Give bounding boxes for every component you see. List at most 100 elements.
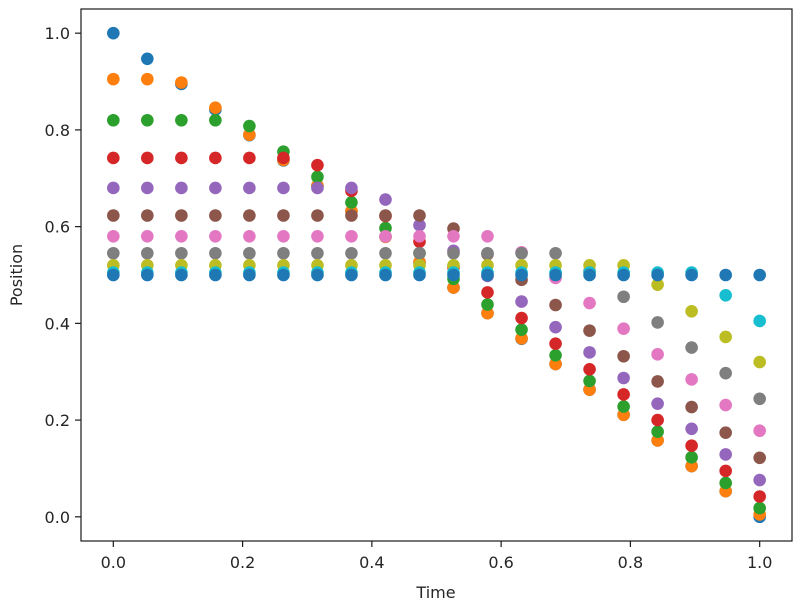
data-point-s7-5	[277, 246, 290, 260]
data-point-s6-8	[379, 230, 392, 243]
data-point-s0-1	[141, 52, 154, 66]
data-point-s4-13	[549, 320, 562, 334]
data-point-s7-3	[209, 246, 222, 260]
data-point-s4-4	[243, 181, 256, 195]
data-point-s3-14	[583, 363, 596, 376]
data-point-s5-8	[379, 209, 392, 222]
data-point-s7-18	[719, 366, 732, 380]
data-point-s2-16	[651, 425, 664, 439]
data-point-s1-3	[209, 101, 222, 114]
y-axis-label: Position	[7, 244, 26, 306]
data-point-s5-14	[583, 324, 596, 337]
data-point-s10-10	[447, 268, 460, 282]
data-point-s3-4	[243, 151, 256, 165]
data-point-s10-17	[685, 268, 698, 282]
data-point-s10-7	[345, 268, 358, 282]
data-point-s10-5	[277, 268, 290, 282]
data-point-s2-13	[549, 348, 562, 362]
x-axis-label: Time	[415, 583, 455, 602]
data-point-s5-9	[413, 209, 426, 222]
data-point-s1-10	[447, 281, 460, 294]
data-point-s4-18	[719, 448, 732, 461]
data-point-s6-1	[141, 230, 154, 243]
data-point-s7-11	[481, 246, 494, 260]
data-point-s10-13	[549, 268, 562, 282]
data-point-s1-17	[685, 459, 698, 473]
x-tick-label: 0.2	[230, 553, 255, 572]
data-point-s7-9	[413, 246, 426, 260]
data-point-s6-18	[719, 398, 732, 412]
data-point-s5-1	[141, 209, 154, 222]
data-point-s5-19	[753, 451, 766, 465]
data-point-s3-12	[515, 311, 528, 325]
data-point-s1-1	[141, 72, 154, 86]
data-point-s6-17	[685, 373, 698, 386]
data-point-s4-12	[515, 295, 528, 308]
y-axis-ticks: 0.0 0.2 0.4 0.6 0.8 1.0	[45, 24, 81, 527]
data-point-s3-15	[617, 388, 630, 401]
data-point-s3-19	[753, 490, 766, 503]
data-point-s7-16	[651, 316, 664, 329]
data-point-s5-4	[243, 209, 256, 222]
data-point-s6-2	[175, 230, 188, 243]
data-point-s1-11	[481, 306, 494, 320]
data-point-s6-5	[277, 230, 290, 243]
data-point-s4-19	[753, 473, 766, 487]
data-point-s2-2	[175, 113, 188, 127]
y-tick-label: 0.2	[45, 411, 70, 430]
x-axis-ticks: 0.0 0.2 0.4 0.6 0.8 1.0	[101, 541, 772, 572]
data-point-s7-6	[311, 246, 324, 260]
data-point-s4-17	[685, 422, 698, 436]
data-point-s5-13	[549, 298, 562, 312]
data-point-s7-8	[379, 246, 392, 260]
data-point-s10-6	[311, 268, 324, 282]
y-tick-label: 0.8	[45, 121, 70, 140]
data-point-s4-14	[583, 346, 596, 359]
x-tick-label: 0.0	[101, 553, 126, 572]
data-point-s10-4	[243, 268, 256, 282]
data-point-s5-5	[277, 209, 290, 222]
data-point-s6-4	[243, 230, 256, 243]
data-point-s3-6	[311, 158, 324, 172]
data-point-s3-0	[107, 151, 120, 165]
data-point-s4-15	[617, 371, 630, 385]
data-point-s6-3	[209, 230, 222, 243]
data-point-s4-1	[141, 181, 154, 195]
data-point-s6-10	[447, 230, 460, 243]
data-point-s2-11	[481, 298, 494, 311]
data-point-s6-14	[583, 296, 596, 310]
data-point-s2-7	[345, 196, 358, 209]
data-point-s2-4	[243, 119, 256, 133]
data-point-s7-17	[685, 341, 698, 354]
data-point-s2-6	[311, 170, 324, 184]
data-point-s3-5	[277, 151, 290, 165]
data-point-s4-3	[209, 181, 222, 195]
data-point-s6-6	[311, 230, 324, 243]
data-point-s6-16	[651, 348, 664, 361]
data-point-s7-7	[345, 246, 358, 260]
data-point-s1-4	[243, 128, 256, 142]
data-point-s3-11	[481, 286, 494, 299]
data-point-s5-2	[175, 209, 188, 222]
data-point-s10-1	[141, 268, 154, 282]
data-point-s1-2	[175, 76, 188, 89]
data-point-s5-3	[209, 209, 222, 222]
data-point-s10-9	[413, 268, 426, 282]
data-point-s4-16	[651, 397, 664, 410]
x-tick-label: 0.4	[359, 553, 384, 572]
y-tick-label: 0.6	[45, 218, 70, 237]
x-tick-label: 0.8	[618, 553, 643, 572]
data-point-s7-12	[515, 246, 528, 260]
data-point-s2-3	[209, 113, 222, 127]
data-point-s6-9	[413, 230, 426, 243]
data-point-s5-6	[311, 209, 324, 222]
data-point-s4-2	[175, 181, 188, 195]
data-point-s5-7	[345, 209, 358, 222]
data-point-s7-4	[243, 246, 256, 260]
data-point-s3-1	[141, 151, 154, 165]
data-point-s5-17	[685, 400, 698, 414]
data-point-s6-15	[617, 322, 630, 335]
data-point-s1-16	[651, 434, 664, 447]
data-point-s6-7	[345, 230, 358, 243]
data-point-s2-14	[583, 374, 596, 388]
